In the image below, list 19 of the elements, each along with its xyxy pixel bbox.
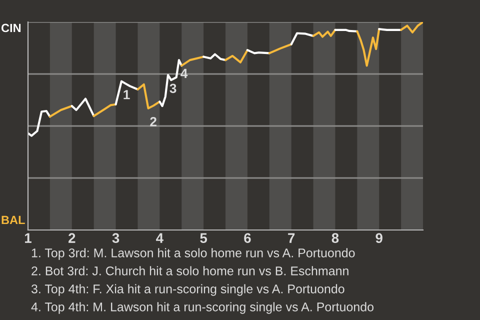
annotation: 1	[124, 90, 130, 100]
x-tick-label: 1	[25, 233, 32, 243]
x-tick-label: 3	[112, 233, 120, 243]
x-tick-label: 4	[156, 233, 164, 243]
text: 2. Bot 3rd: J. Church hit a solo home run vs B. Eschmann	[32, 266, 348, 276]
text: 1. Top 3rd: M. Lawson hit a solo home run vs A. Portuondo	[32, 248, 355, 260]
text: BAL	[2, 216, 25, 224]
x-tick-label: 7	[288, 233, 295, 243]
text: CIN	[1, 24, 21, 32]
x-tick-label: 5	[200, 233, 208, 243]
annotation: 3	[170, 84, 176, 94]
text: 4. Top 4th: M. Lawson hit a run-scoring single vs A. Portuondo	[31, 302, 374, 314]
annotation: 2	[150, 117, 156, 126]
x-tick-label: 6	[244, 233, 251, 243]
x-tick-label: 8	[332, 233, 339, 243]
x-tick-label: 2	[68, 233, 76, 243]
text: 3. Top 4th: F. Xia hit a run-scoring single vs A. Portuondo	[31, 284, 344, 296]
x-tick-label: 9	[376, 233, 382, 243]
annotation: 4	[180, 68, 188, 78]
